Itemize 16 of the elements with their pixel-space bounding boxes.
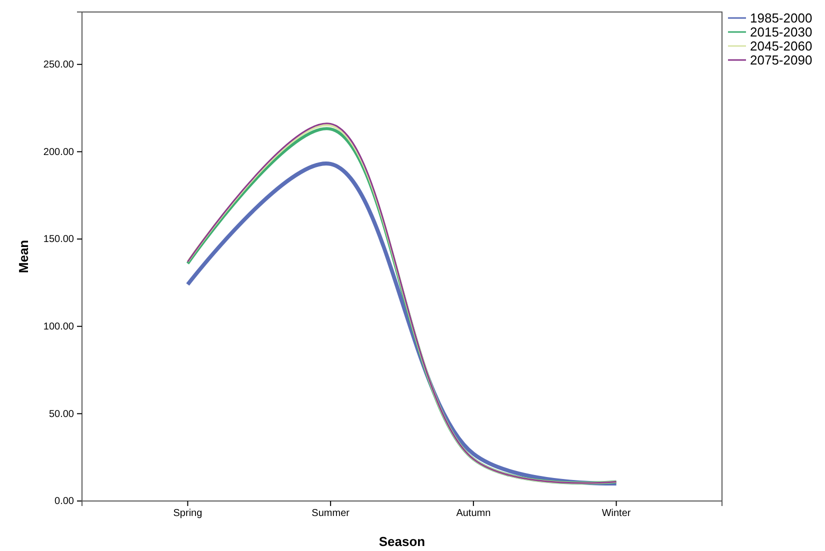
legend-label: 1985-2000 (750, 10, 812, 26)
y-tick-label: 50.00 (48, 408, 74, 420)
x-axis-title: Season (378, 534, 426, 549)
x-tick-label: Summer (312, 508, 350, 520)
legend-label: 2045-2060 (750, 38, 812, 54)
y-tick-label: 150.00 (43, 234, 74, 246)
y-tick-label: 0.00 (54, 496, 74, 508)
legend-label: 2075-2090 (750, 52, 812, 68)
x-tick-label: Spring (173, 508, 202, 520)
x-tick-label: Winter (602, 508, 632, 520)
legend-label: 2015-2030 (750, 24, 812, 40)
y-tick-label: 100.00 (43, 322, 74, 333)
y-axis-title: Mean (16, 240, 31, 274)
y-tick-label: 200.00 (43, 146, 74, 158)
y-tick-label: 250.00 (43, 60, 74, 71)
x-tick-label: Autumn (456, 508, 491, 520)
